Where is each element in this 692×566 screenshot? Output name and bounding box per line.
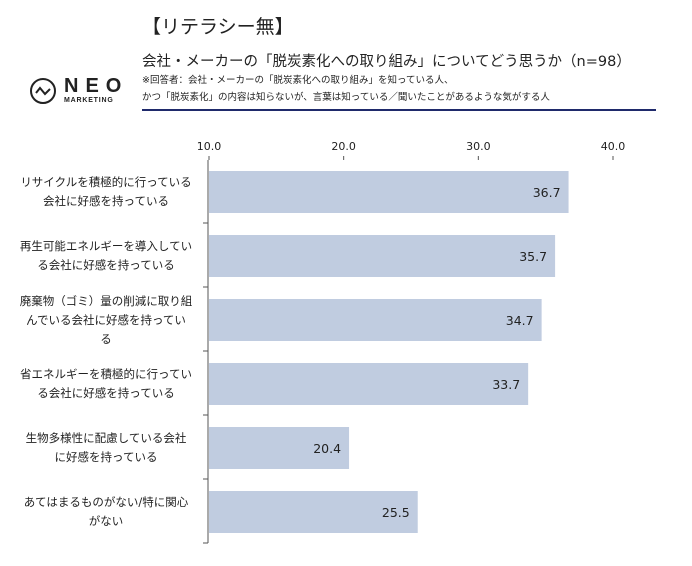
chart-title: 【リテラシー無】 bbox=[142, 16, 294, 38]
bar-value-label: 36.7 bbox=[533, 185, 561, 200]
x-tick-label: 10.0 bbox=[197, 140, 222, 153]
bar bbox=[209, 363, 529, 405]
neo-marketing-logo: NEO MARKETING bbox=[30, 76, 128, 105]
category-label-line: る会社に好感を持っている bbox=[37, 386, 175, 400]
bar bbox=[209, 299, 542, 341]
header-rule bbox=[142, 109, 656, 111]
bar bbox=[209, 235, 556, 277]
category-label: 廃棄物（ゴミ）量の削減に取り組 んでいる会社に好感を持っている bbox=[16, 292, 196, 349]
x-tick-label: 40.0 bbox=[601, 140, 626, 153]
bar-value-label: 25.5 bbox=[382, 505, 410, 520]
category-label-line: んでいる会社に好感を持ってい bbox=[26, 312, 186, 327]
respondent-note-2: かつ「脱炭素化」の内容は知らないが、言葉は知っている／聞いたことがあるような気が… bbox=[142, 92, 550, 103]
bar-value-label: 33.7 bbox=[492, 377, 520, 392]
respondent-note-1: ※回答者：会社・メーカーの「脱炭素化への取り組み」を知っている人、 bbox=[142, 75, 454, 86]
bar bbox=[209, 427, 350, 469]
logo-name: NEO bbox=[64, 75, 129, 97]
category-label-line: がない bbox=[88, 514, 124, 528]
category-label: リサイクルを積極的に行っている 会社に好感を持っている bbox=[16, 173, 196, 211]
bar-value-label: 34.7 bbox=[506, 313, 534, 328]
category-label: 生物多様性に配慮している会社 に好感を持っている bbox=[16, 429, 196, 467]
bar-value-label: 35.7 bbox=[519, 249, 547, 264]
category-label-line: に好感を持っている bbox=[54, 450, 158, 464]
category-label: 再生可能エネルギーを導入してい る会社に好感を持っている bbox=[16, 237, 196, 275]
bar bbox=[209, 171, 569, 213]
logo-sub: MARKETING bbox=[64, 97, 114, 104]
category-label-line: 会社に好感を持っている bbox=[43, 194, 169, 208]
x-tick-label: 20.0 bbox=[331, 140, 356, 153]
category-label-line: る会社に好感を持っている bbox=[37, 258, 175, 272]
category-label-line: 廃棄物（ゴミ）量の削減に取り組 bbox=[19, 293, 193, 308]
bar bbox=[209, 491, 418, 533]
x-tick-label: 30.0 bbox=[466, 140, 491, 153]
category-label-line: 再生可能エネルギーを導入してい bbox=[19, 239, 193, 253]
chart-subtitle: 会社・メーカーの「脱炭素化への取り組み」についてどう思うか（n=98） bbox=[142, 54, 631, 70]
category-label: あてはまるものがない/特に関心 がない bbox=[16, 493, 196, 531]
logo-wave-icon bbox=[30, 77, 56, 104]
category-label: 省エネルギーを積極的に行ってい る会社に好感を持っている bbox=[16, 365, 196, 403]
category-label-line: 省エネルギーを積極的に行ってい bbox=[20, 367, 192, 381]
category-label-line: あてはまるものがない/特に関心 bbox=[23, 495, 189, 509]
category-label-line: 生物多様性に配慮している会社 bbox=[25, 431, 187, 445]
bar-value-label: 20.4 bbox=[313, 441, 341, 456]
category-label-line: る bbox=[100, 331, 112, 346]
category-label-line: リサイクルを積極的に行っている bbox=[20, 175, 192, 189]
